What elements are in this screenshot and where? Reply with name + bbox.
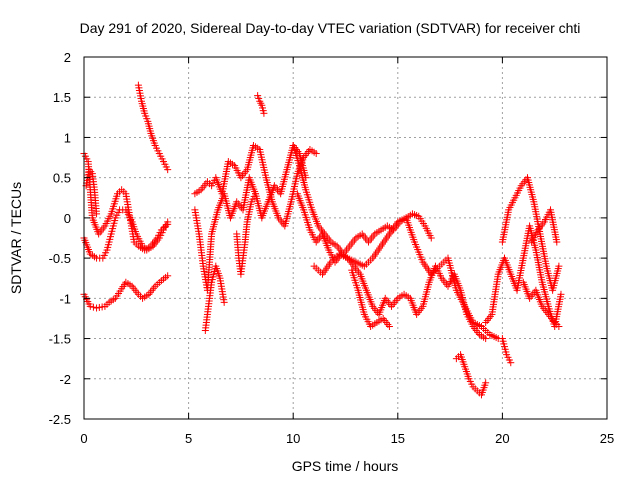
data-point (164, 218, 172, 226)
chart-title: Day 291 of 2020, Sidereal Day-to-day VTE… (80, 20, 581, 36)
axis-ticks (83, 56, 608, 420)
y-tick-label: -1.5 (49, 332, 71, 347)
data-series (82, 166, 101, 218)
y-tick-label: -2.5 (49, 412, 71, 427)
data-point (220, 298, 228, 306)
data-series (80, 206, 172, 262)
data-point (164, 166, 172, 174)
data-series (134, 81, 172, 174)
x-tick-label: 15 (391, 431, 405, 446)
data-point (427, 234, 435, 242)
data-series (233, 190, 260, 278)
data-point (482, 379, 490, 387)
x-tick-label: 20 (495, 431, 509, 446)
data-series (191, 141, 320, 230)
x-tick-label: 25 (600, 431, 614, 446)
data-series (310, 214, 502, 343)
data-series (482, 222, 565, 330)
data-point (557, 290, 565, 298)
x-axis-label: GPS time / hours (292, 458, 399, 474)
data-point (86, 302, 94, 310)
data-points (80, 81, 565, 399)
y-axis-label: SDTVAR / TECUs (8, 182, 24, 294)
y-tick-label: -2 (59, 372, 71, 387)
data-point (553, 238, 561, 246)
data-point (312, 150, 320, 158)
data-point (507, 359, 515, 367)
data-point (555, 262, 563, 270)
data-series (519, 278, 563, 330)
data-series (452, 351, 490, 399)
data-series (498, 174, 563, 294)
data-point (164, 272, 172, 280)
y-tick-label: -1 (59, 291, 71, 306)
x-tick-label: 5 (185, 431, 192, 446)
x-tick-labels: 0 5 10 15 20 25 (80, 431, 614, 446)
plot-frame (83, 56, 608, 420)
y-tick-label: 0.5 (53, 171, 71, 186)
data-series (293, 190, 490, 343)
x-tick-label: 10 (286, 431, 300, 446)
data-series (80, 272, 172, 312)
y-tick-labels: -2.5 -2 -1.5 -1 -0.5 0 0.5 1 1.5 2 (49, 50, 71, 427)
data-series (201, 262, 228, 335)
y-tick-label: 1 (64, 130, 71, 145)
data-point (385, 322, 393, 330)
data-series (528, 206, 561, 246)
y-tick-label: 2 (64, 50, 71, 65)
data-point (252, 190, 260, 198)
data-series (348, 266, 393, 330)
x-tick-label: 0 (80, 431, 87, 446)
data-series (498, 335, 515, 367)
y-tick-label: 1.5 (53, 90, 71, 105)
y-tick-label: -0.5 (49, 251, 71, 266)
data-series (254, 92, 268, 117)
data-point (555, 322, 563, 330)
data-point (89, 303, 97, 311)
data-point (93, 210, 101, 218)
y-tick-label: 0 (64, 211, 71, 226)
data-point (260, 109, 268, 117)
data-point (482, 335, 490, 343)
